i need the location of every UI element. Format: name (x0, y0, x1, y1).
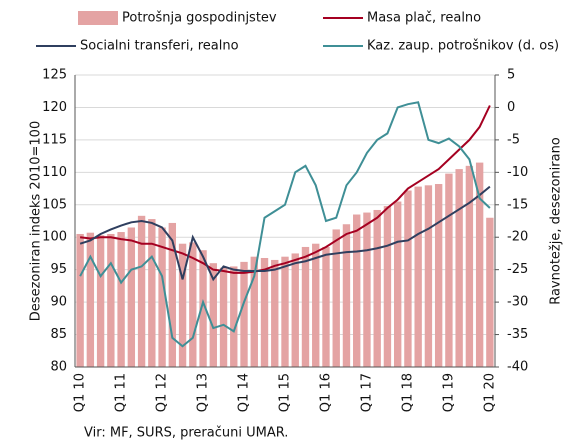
y-tick-label: 85 (50, 327, 67, 342)
x-tick-label: Q1 16 (318, 373, 333, 412)
y2-tick-label: -15 (507, 197, 528, 212)
bar (230, 266, 238, 367)
y2-tick-label: 5 (507, 68, 515, 83)
bar (271, 259, 279, 367)
bar (455, 169, 463, 367)
y-tick-label: 105 (42, 197, 67, 212)
line (79, 101, 491, 348)
bar (414, 186, 422, 367)
bar (178, 243, 187, 367)
legend-swatch (78, 11, 118, 25)
bar (189, 242, 197, 367)
bar (465, 165, 474, 367)
bar (322, 246, 330, 367)
source-note: Vir: MF, SURS, preračuni UMAR. (84, 426, 288, 441)
bar (301, 246, 310, 367)
bar (117, 232, 125, 367)
bar (486, 217, 494, 367)
bar (158, 227, 166, 367)
bar (353, 214, 361, 367)
y2-tick-label: -30 (507, 295, 528, 310)
x-tick-label: Q1 14 (237, 373, 252, 412)
bar (445, 173, 453, 367)
y-tick-label: 80 (50, 360, 67, 375)
y2-tick-label: 0 (507, 100, 515, 115)
x-tick-label: Q1 12 (155, 373, 170, 412)
bar (148, 219, 156, 367)
legend-label: Potrošnja gospodinjstev (122, 11, 277, 26)
bar (424, 185, 433, 367)
y2-tick-label: -5 (507, 132, 520, 147)
line (79, 105, 491, 274)
x-tick-label: Q1 10 (73, 373, 88, 412)
y-tick-label: 100 (42, 230, 67, 245)
bar (312, 243, 320, 367)
bar (281, 256, 289, 367)
bar (240, 261, 248, 367)
bar (363, 212, 371, 367)
y-tick-label: 95 (50, 262, 67, 277)
y-tick-label: 90 (50, 295, 67, 310)
bar (260, 257, 269, 367)
bar (86, 232, 95, 367)
bar (404, 190, 412, 367)
bar (137, 215, 146, 367)
x-tick-label: Q1 11 (114, 373, 129, 412)
y-axis-label: Desezoniran indeks 2010=100 (29, 121, 44, 321)
bar (199, 250, 207, 367)
y2-tick-label: -25 (507, 262, 528, 277)
y-tick-label: 120 (42, 100, 67, 115)
y-tick-label: 110 (42, 165, 67, 180)
bar (291, 253, 299, 367)
legend-label: Socialni transferi, realno (80, 39, 239, 54)
legend-label: Kaz. zaup. potrošnikov (d. os) (367, 39, 559, 54)
x-tick-label: Q1 17 (359, 373, 374, 412)
x-tick-label: Q1 15 (278, 373, 293, 412)
bar (219, 267, 228, 367)
bar (332, 229, 340, 367)
bar (434, 184, 443, 367)
y2-tick-label: -10 (507, 165, 528, 180)
y-tick-label: 115 (42, 132, 67, 147)
bar (373, 209, 381, 367)
legend-label: Masa plač, realno (367, 11, 481, 26)
bar (393, 201, 402, 367)
bar (250, 256, 258, 367)
x-tick-label: Q1 13 (196, 373, 211, 412)
bar (107, 233, 115, 367)
bar (76, 233, 84, 367)
x-tick-label: Q1 18 (400, 373, 415, 412)
bar (96, 235, 105, 367)
y-tick-label: 125 (42, 68, 67, 83)
bar (342, 224, 351, 367)
bar (475, 162, 484, 367)
x-tick-label: Q1 20 (482, 373, 497, 412)
y2-axis-label: Ravnotežje, desezonirano (549, 137, 564, 305)
y2-tick-label: -35 (507, 327, 528, 342)
bar (209, 263, 217, 367)
x-tick-label: Q1 19 (441, 373, 456, 412)
y2-tick-label: -40 (507, 360, 528, 375)
line (79, 185, 491, 282)
bar (127, 227, 136, 367)
y2-tick-label: -20 (507, 230, 528, 245)
bar (168, 222, 177, 367)
bar (383, 206, 392, 367)
